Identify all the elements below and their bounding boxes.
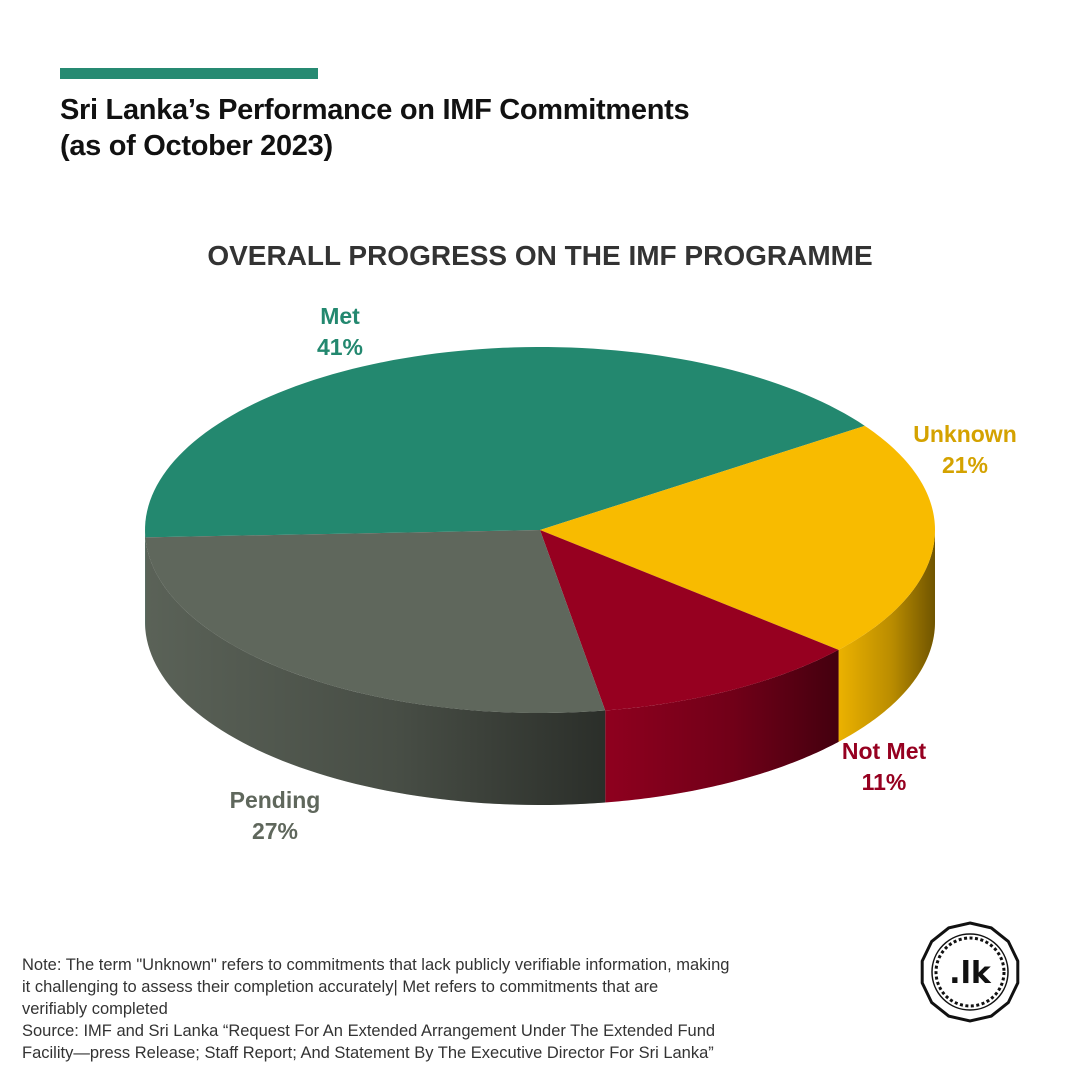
note-line-2: it challenging to assess their completio… (22, 978, 659, 996)
pie-slice-unknown (540, 425, 935, 650)
slice-value-met: 41% (317, 334, 363, 360)
slice-label-pending: Pending (230, 787, 321, 813)
source-line-1: Source: IMF and Sri Lanka “Request For A… (22, 1022, 716, 1040)
pie-walls (145, 530, 935, 805)
slice-label-met: Met (320, 303, 360, 329)
title-line-2: (as of October 2023) (60, 130, 333, 162)
pie-wall-shade-unknown (838, 530, 935, 742)
pie-wall-shade-pending (145, 537, 606, 805)
title-line-1: Sri Lanka’s Performance on IMF Commitmen… (60, 94, 690, 126)
note-line-3: verifiably completed (22, 1000, 168, 1018)
slice-value-unknown: 21% (942, 452, 988, 478)
pie-slice-not-met (540, 530, 839, 711)
page-title: Sri Lanka’s Performance on IMF Commitmen… (60, 92, 960, 164)
pie-slice-met (145, 347, 865, 538)
slice-label-unknown: Unknown (913, 421, 1017, 447)
slice-value-pending: 27% (252, 818, 298, 844)
chart-title: OVERALL PROGRESS ON THE IMF PROGRAMME (207, 240, 872, 271)
slice-value-not-met: 11% (862, 769, 907, 795)
pie-chart: OVERALL PROGRESS ON THE IMF PROGRAMME Me… (145, 240, 1017, 844)
pie-labels: Met 41% Unknown 21% Not Met 11% Pending 27% (230, 303, 1017, 844)
lk-seal-logo-icon: .lk (920, 921, 1020, 1023)
note-line-1: Note: The term "Unknown" refers to commi… (22, 956, 730, 974)
source-line-2: Facility—press Release; Staff Report; An… (22, 1044, 714, 1062)
pie-slice-pending (145, 530, 606, 713)
logo-text: .lk (949, 956, 992, 991)
pie-wall-shade-not-met (605, 649, 839, 803)
footnote: Note: The term "Unknown" refers to commi… (22, 954, 822, 1064)
pie-tops (145, 347, 935, 713)
accent-bar (60, 68, 318, 79)
slice-label-not-met: Not Met (842, 738, 927, 764)
